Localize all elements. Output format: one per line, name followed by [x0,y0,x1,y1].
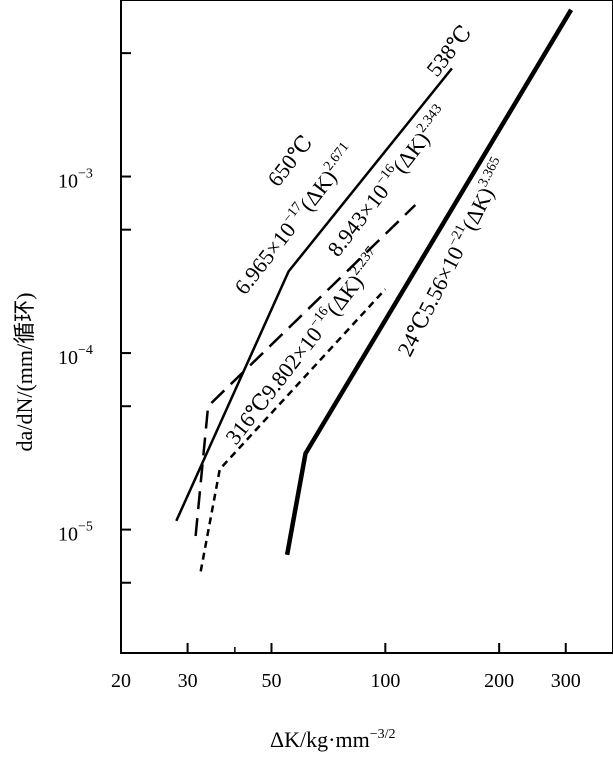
x-tick-label: 30 [178,670,198,692]
series-line-3 [284,8,574,556]
annotation-layer: 650℃6.965×10−17(ΔK)2.671538℃8.943×10−16(… [220,20,513,449]
y-axis-title: da/dN/(mm/循环) [12,293,37,452]
x-axis-ticks: 20 30 50 100 200 300 [111,643,581,692]
x-tick-label: 100 [370,670,400,692]
series-line-0 [175,67,453,522]
y-tick-label: 10−5 [58,520,93,546]
series-line-1 [194,204,417,537]
series-layer [175,8,574,572]
x-tick-label: 200 [484,670,514,692]
y-tick-label: 10−4 [58,343,93,369]
y-axis-ticks: 10−5 10−4 10−3 [58,52,131,584]
x-tick-label: 20 [111,670,131,692]
series-line-2 [199,288,387,572]
annotation-e24: 24℃5.56×10−21(ΔK)3.365 [391,155,513,361]
plot-area-frame [120,0,613,654]
x-tick-label: 300 [551,670,581,692]
x-tick-label: 50 [261,670,281,692]
y-tick-label: 10−3 [58,167,93,193]
x-axis-title: ΔK/kg·mm−3/2 [270,727,396,752]
